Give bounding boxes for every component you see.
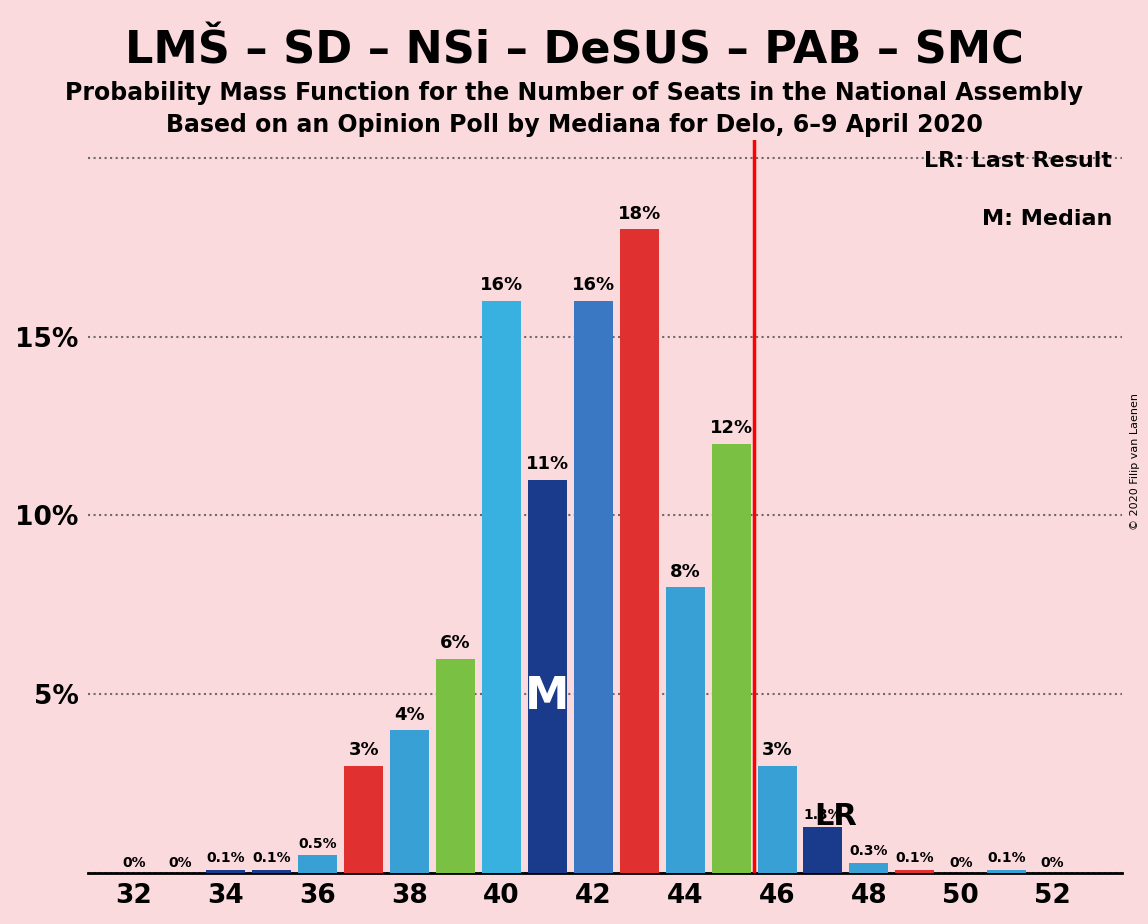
Text: 0.1%: 0.1% bbox=[895, 851, 934, 866]
Bar bbox=[987, 869, 1026, 873]
Text: 18%: 18% bbox=[618, 205, 661, 223]
Text: © 2020 Filip van Laenen: © 2020 Filip van Laenen bbox=[1130, 394, 1140, 530]
Text: 12%: 12% bbox=[709, 419, 753, 437]
Text: 4%: 4% bbox=[394, 706, 425, 723]
Text: 0.1%: 0.1% bbox=[987, 851, 1026, 866]
Bar bbox=[574, 300, 613, 873]
Text: 0%: 0% bbox=[168, 857, 192, 870]
Text: LR: Last Result: LR: Last Result bbox=[924, 151, 1112, 171]
Bar bbox=[253, 869, 292, 873]
Text: 0.1%: 0.1% bbox=[207, 851, 246, 866]
Text: 0.3%: 0.3% bbox=[850, 845, 889, 858]
Bar bbox=[344, 766, 383, 873]
Text: Probability Mass Function for the Number of Seats in the National Assembly: Probability Mass Function for the Number… bbox=[65, 81, 1083, 105]
Text: LMŠ – SD – NSi – DeSUS – PAB – SMC: LMŠ – SD – NSi – DeSUS – PAB – SMC bbox=[125, 30, 1023, 73]
Bar bbox=[436, 659, 475, 873]
Bar bbox=[850, 862, 889, 873]
Bar bbox=[620, 229, 659, 873]
Text: 11%: 11% bbox=[526, 456, 569, 473]
Text: 0%: 0% bbox=[1041, 857, 1064, 870]
Text: 16%: 16% bbox=[480, 276, 523, 295]
Text: Based on an Opinion Poll by Mediana for Delo, 6–9 April 2020: Based on an Opinion Poll by Mediana for … bbox=[165, 113, 983, 137]
Bar bbox=[207, 869, 246, 873]
Text: 0.5%: 0.5% bbox=[298, 837, 338, 851]
Text: 0.1%: 0.1% bbox=[253, 851, 292, 866]
Bar bbox=[666, 587, 705, 873]
Text: 16%: 16% bbox=[572, 276, 615, 295]
Text: 3%: 3% bbox=[348, 741, 379, 760]
Bar bbox=[895, 869, 934, 873]
Text: LR: LR bbox=[814, 801, 856, 831]
Text: 0%: 0% bbox=[122, 857, 146, 870]
Bar bbox=[712, 444, 751, 873]
Text: 6%: 6% bbox=[440, 634, 471, 652]
Bar bbox=[804, 827, 843, 873]
Text: 0%: 0% bbox=[949, 857, 972, 870]
Bar bbox=[482, 300, 521, 873]
Text: 8%: 8% bbox=[669, 563, 700, 580]
Text: M: Median: M: Median bbox=[982, 210, 1112, 229]
Bar bbox=[758, 766, 797, 873]
Bar bbox=[390, 730, 429, 873]
Text: 1.3%: 1.3% bbox=[804, 808, 843, 822]
Text: M: M bbox=[525, 675, 569, 718]
Text: 3%: 3% bbox=[762, 741, 792, 760]
Bar bbox=[298, 856, 338, 873]
Bar bbox=[528, 480, 567, 873]
